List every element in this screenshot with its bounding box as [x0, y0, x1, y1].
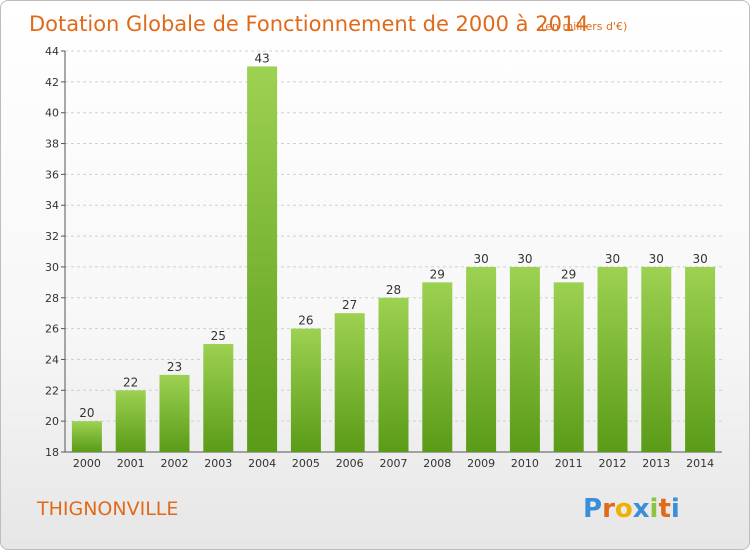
x-tick-label: 2007	[380, 457, 408, 470]
logo-letter: P	[583, 494, 602, 524]
bar-value-label: 20	[79, 406, 94, 420]
logo-letter: r	[602, 494, 615, 524]
y-tick-label: 32	[45, 230, 59, 243]
y-tick-label: 38	[45, 138, 59, 151]
commune-name: THIGNONVILLE	[36, 498, 178, 520]
bar-2009	[466, 266, 497, 452]
x-tick-label: 2001	[117, 457, 145, 470]
bar-value-label: 23	[167, 360, 182, 374]
y-tick-label: 24	[45, 353, 59, 366]
x-tick-label: 2002	[161, 457, 189, 470]
bar-value-label: 22	[123, 375, 138, 389]
bar-value-label: 25	[211, 329, 226, 343]
x-tick-label: 2014	[686, 457, 714, 470]
y-tick-label: 36	[45, 168, 59, 181]
bar-2011	[553, 282, 584, 452]
bar-value-label: 30	[517, 252, 532, 266]
y-tick-label: 40	[45, 107, 59, 120]
y-tick-label: 34	[45, 199, 59, 212]
bar-value-label: 30	[473, 252, 488, 266]
axes: 18 20 22 24 26 28 30 32 34 36 38 40 42 44 2000 2001 2002…	[45, 45, 722, 470]
bar-2014	[685, 266, 716, 452]
logo-letter: i	[650, 494, 659, 524]
x-tick-label: 2010	[511, 457, 539, 470]
y-tick-label: 44	[45, 45, 59, 58]
bar-value-label: 30	[605, 252, 620, 266]
x-tick-label: 2006	[336, 457, 364, 470]
bar-value-label: 43	[254, 51, 269, 65]
bar-2013	[641, 266, 672, 452]
bar-value-label: 29	[430, 267, 445, 281]
bar-2012	[597, 266, 628, 452]
x-tick-label: 2004	[248, 457, 276, 470]
y-tick-label: 18	[45, 446, 59, 459]
logo-letter: t	[658, 494, 670, 524]
bar-value-label: 29	[561, 267, 576, 281]
chart-title: Dotation Globale de Fonctionnement de 20…	[29, 12, 589, 36]
bar-2001	[115, 390, 146, 452]
y-tick-label: 22	[45, 384, 59, 397]
x-tick-label: 2008	[423, 457, 451, 470]
x-tick-label: 2005	[292, 457, 320, 470]
y-tick-label: 30	[45, 261, 59, 274]
x-tick-label: 2000	[73, 457, 101, 470]
bar-2003	[203, 344, 234, 452]
x-tick-label: 2013	[642, 457, 670, 470]
logo-letter: x	[633, 494, 650, 524]
y-tick-label: 20	[45, 415, 59, 428]
proxiti-logo: Proxiti	[583, 494, 680, 524]
bar-value-label: 30	[692, 252, 707, 266]
y-tick-label: 28	[45, 292, 59, 305]
x-tick-label: 2003	[204, 457, 232, 470]
logo-letter: o	[615, 494, 633, 524]
bar-2002	[159, 374, 190, 452]
x-tick-label: 2011	[555, 457, 583, 470]
bar-2005	[290, 328, 321, 452]
bar-value-label: 30	[649, 252, 664, 266]
x-tick-label: 2012	[599, 457, 627, 470]
y-tick-label: 26	[45, 323, 59, 336]
chart-subtitle: (en milliers d'€)	[541, 20, 627, 33]
bar-2007	[378, 297, 409, 452]
y-tick-label: 42	[45, 76, 59, 89]
bar-2006	[334, 313, 365, 452]
logo-letter: i	[671, 494, 680, 524]
bar-value-label: 27	[342, 298, 357, 312]
bar-value-label: 26	[298, 314, 313, 328]
bar-2010	[509, 266, 540, 452]
bars: 20 22 23 25 43 26 27 28 29 30 30 29 30 30 30	[71, 51, 716, 452]
bar-2004	[247, 66, 278, 452]
bar-value-label: 28	[386, 283, 401, 297]
bar-2000	[71, 421, 102, 452]
bar-2008	[422, 282, 453, 452]
x-tick-label: 2009	[467, 457, 495, 470]
